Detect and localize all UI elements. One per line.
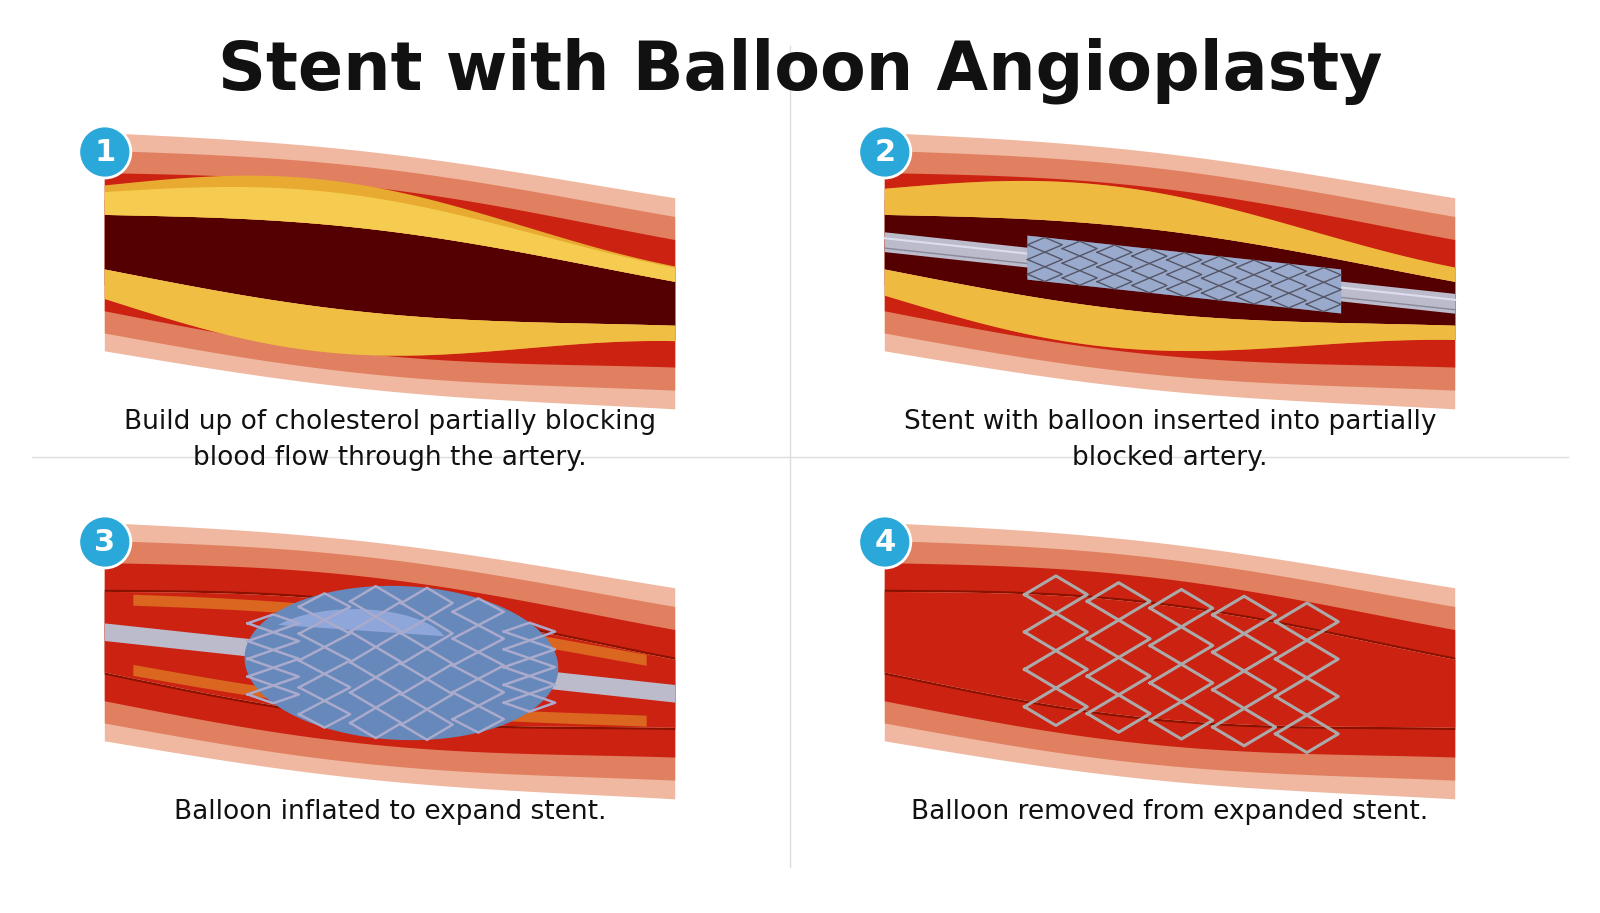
Polygon shape — [106, 173, 675, 368]
Polygon shape — [885, 232, 1454, 314]
Text: Build up of cholesterol partially blocking
blood flow through the artery.: Build up of cholesterol partially blocki… — [125, 409, 656, 471]
Text: 2: 2 — [874, 138, 896, 166]
Polygon shape — [106, 187, 675, 282]
Text: Stent with balloon inserted into partially
blocked artery.: Stent with balloon inserted into partial… — [904, 409, 1437, 471]
Polygon shape — [106, 269, 675, 356]
Polygon shape — [106, 523, 675, 800]
Text: Balloon inflated to expand stent.: Balloon inflated to expand stent. — [174, 800, 606, 825]
Text: 1: 1 — [94, 138, 115, 166]
Polygon shape — [1027, 236, 1341, 313]
Circle shape — [859, 126, 910, 178]
Polygon shape — [1027, 236, 1341, 313]
Polygon shape — [133, 594, 646, 666]
Polygon shape — [885, 590, 1454, 730]
Polygon shape — [885, 540, 1454, 781]
Polygon shape — [106, 592, 675, 728]
Polygon shape — [106, 175, 675, 282]
Polygon shape — [885, 200, 1454, 340]
Text: Balloon removed from expanded stent.: Balloon removed from expanded stent. — [912, 800, 1429, 825]
Polygon shape — [278, 609, 445, 636]
Text: 3: 3 — [94, 528, 115, 557]
Polygon shape — [885, 151, 1454, 391]
Text: 4: 4 — [874, 528, 896, 557]
Polygon shape — [885, 523, 1454, 800]
Text: Stent with Balloon Angioplasty: Stent with Balloon Angioplasty — [218, 38, 1382, 105]
Polygon shape — [885, 133, 1454, 409]
Polygon shape — [106, 202, 675, 338]
Circle shape — [859, 516, 910, 568]
Polygon shape — [106, 540, 675, 781]
Polygon shape — [885, 563, 1454, 758]
Polygon shape — [885, 173, 1454, 368]
Polygon shape — [106, 269, 675, 356]
Polygon shape — [885, 215, 1454, 326]
Polygon shape — [106, 200, 675, 340]
Polygon shape — [106, 151, 675, 391]
Polygon shape — [885, 269, 1454, 351]
Polygon shape — [106, 215, 675, 326]
Polygon shape — [106, 624, 675, 703]
Polygon shape — [885, 592, 1454, 728]
Polygon shape — [106, 592, 675, 728]
Polygon shape — [885, 181, 1454, 282]
Polygon shape — [106, 590, 675, 730]
Polygon shape — [885, 202, 1454, 338]
Polygon shape — [245, 586, 558, 740]
Polygon shape — [885, 181, 1454, 282]
Circle shape — [78, 126, 131, 178]
Polygon shape — [885, 269, 1454, 351]
Circle shape — [78, 516, 131, 568]
Polygon shape — [885, 592, 1454, 728]
Polygon shape — [133, 665, 646, 727]
Polygon shape — [106, 133, 675, 409]
Polygon shape — [106, 563, 675, 758]
